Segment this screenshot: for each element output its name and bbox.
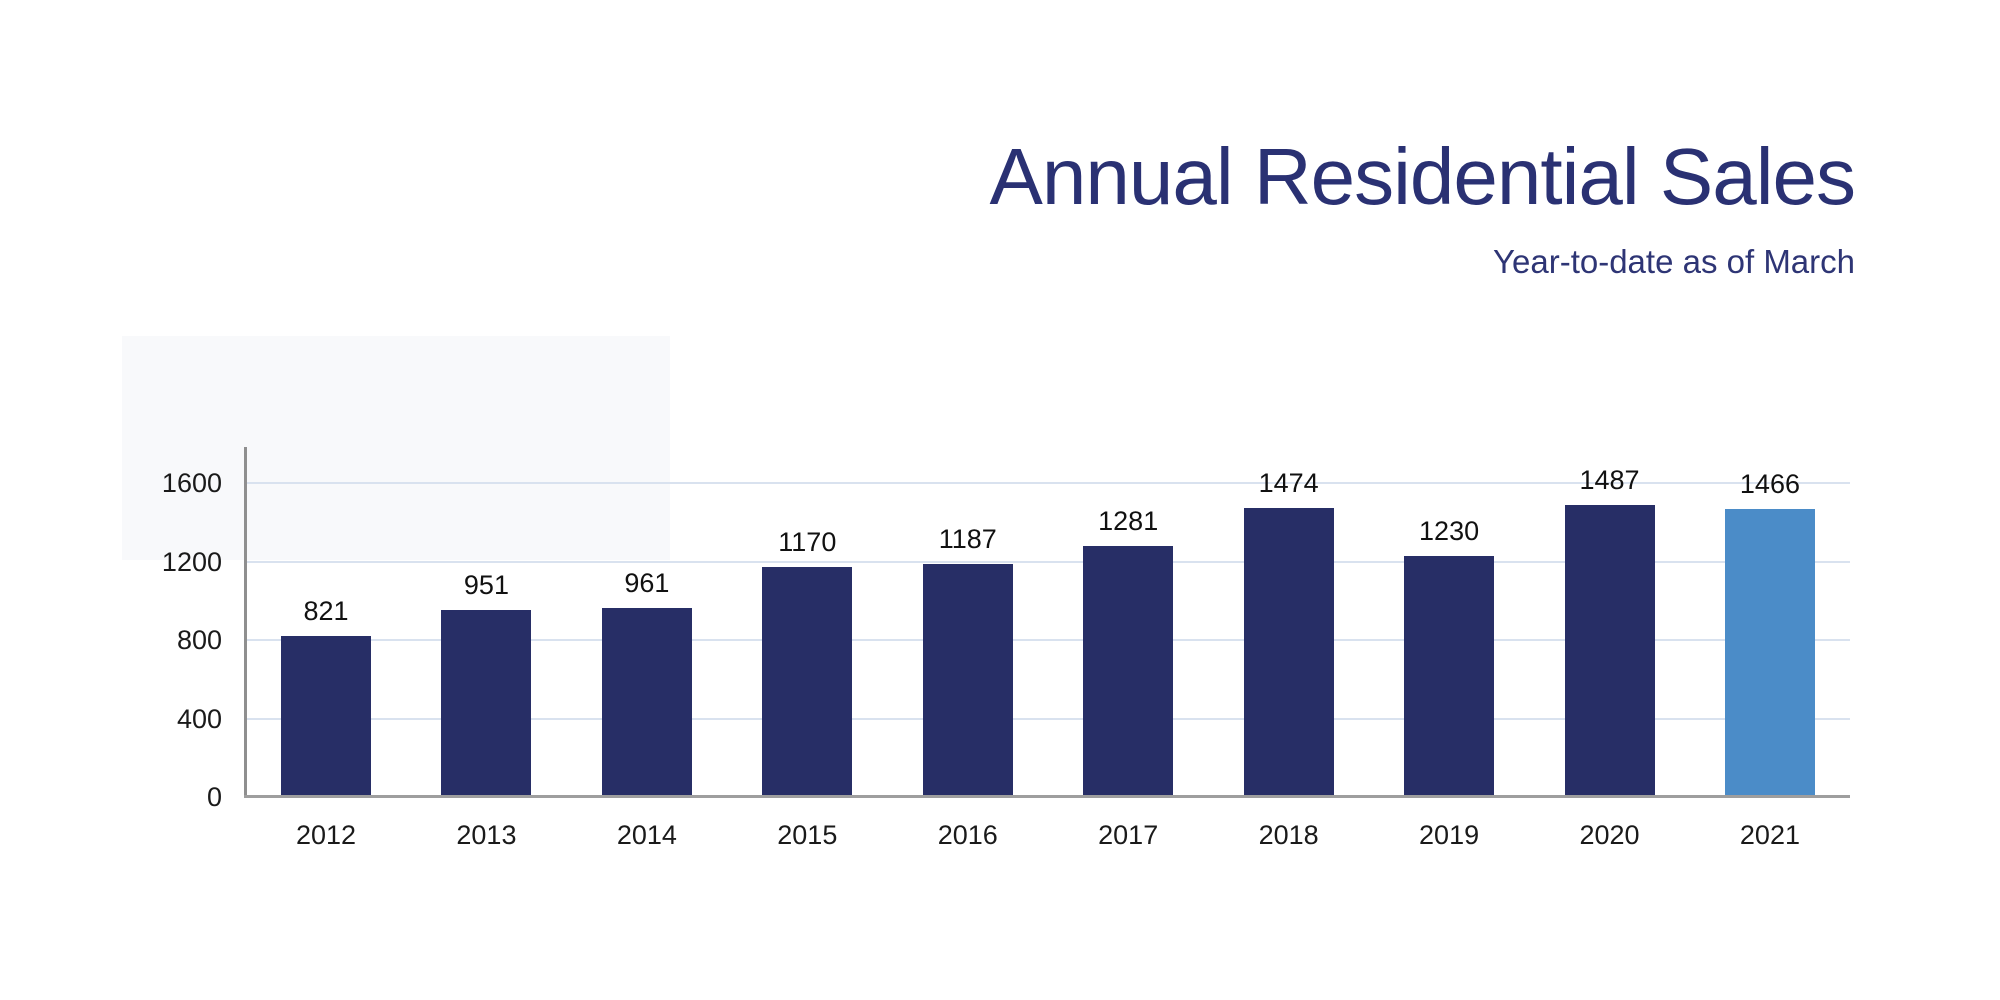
gridline-1600 <box>245 482 1850 484</box>
bar-value-label-2019: 1230 <box>1419 515 1480 546</box>
bar-2017 <box>1083 545 1174 797</box>
x-axis-label-2014: 2014 <box>616 820 677 850</box>
bar-2020 <box>1564 505 1655 797</box>
x-axis-label-2017: 2017 <box>1098 820 1159 850</box>
bar-2013 <box>441 610 532 797</box>
chart-subtitle: Year-to-date as of March <box>1493 243 1855 280</box>
x-axis-label-2012: 2012 <box>295 820 357 850</box>
chart-header: Annual Residential Sales Year-to-date as… <box>989 132 1856 281</box>
bar-2015 <box>762 567 853 797</box>
background-shade <box>122 336 670 560</box>
x-axis-label-2016: 2016 <box>937 820 998 850</box>
bar-value-label-2017: 1281 <box>1098 505 1159 536</box>
bar-2016 <box>922 564 1013 797</box>
y-axis-line <box>244 447 247 798</box>
bar-value-label-2020: 1487 <box>1579 465 1640 496</box>
gridline-800 <box>245 639 1850 641</box>
y-tick-label-1600: 1600 <box>161 468 222 498</box>
bar-value-label-2016: 1187 <box>938 524 997 555</box>
chart-title: Annual Residential Sales <box>989 132 1856 221</box>
bar-value-label-2013: 951 <box>463 570 509 601</box>
x-axis-line <box>244 795 1850 798</box>
y-tick-label-800: 800 <box>176 625 222 655</box>
x-axis-label-2013: 2013 <box>456 820 517 850</box>
y-tick-label-0: 0 <box>206 782 222 812</box>
bar-value-label-2021: 1466 <box>1739 469 1800 500</box>
gridline-1200 <box>245 560 1850 563</box>
x-axis-label-2018: 2018 <box>1258 820 1319 850</box>
x-axis-label-2020: 2020 <box>1579 820 1640 850</box>
x-axis-label-2019: 2019 <box>1419 820 1480 850</box>
y-tick-label-1200: 1200 <box>161 546 222 577</box>
bar-value-label-2012: 821 <box>303 595 349 626</box>
bar-value-label-2015: 1170 <box>778 527 837 558</box>
x-axis-label-2021: 2021 <box>1739 820 1800 850</box>
bar-value-label-2014: 961 <box>624 568 670 599</box>
bar-value-label-2018: 1474 <box>1258 467 1319 498</box>
bar-2018 <box>1243 507 1334 797</box>
bar-2012 <box>281 635 371 797</box>
bar-2021 <box>1724 509 1815 797</box>
bar-2014 <box>601 608 692 797</box>
gridline-400 <box>245 717 1850 720</box>
y-tick-label-400: 400 <box>176 703 222 734</box>
bar-2019 <box>1404 555 1495 797</box>
x-axis-label-2015: 2015 <box>777 820 838 850</box>
